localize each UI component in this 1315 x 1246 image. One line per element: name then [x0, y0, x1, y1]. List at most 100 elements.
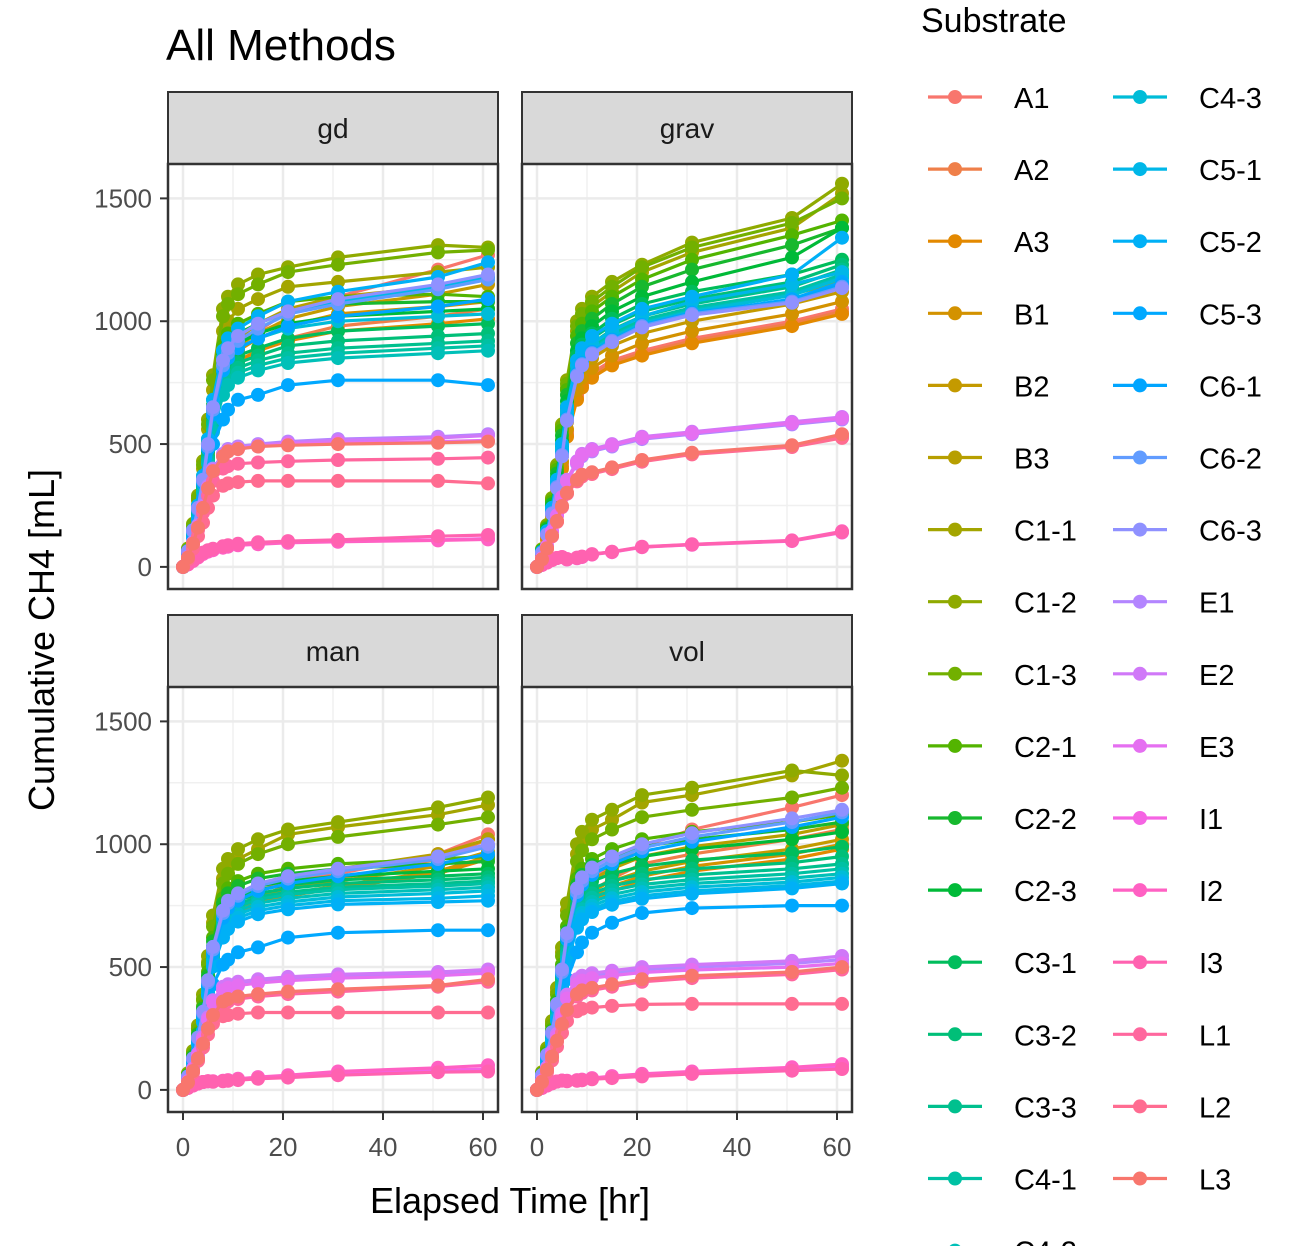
- panel-border: [520, 162, 854, 591]
- legend-label: C2-2: [1014, 804, 1077, 836]
- data-point: [835, 960, 849, 975]
- data-point: [560, 485, 574, 500]
- data-point: [251, 847, 265, 862]
- data-point: [231, 856, 245, 871]
- data-point: [835, 839, 849, 854]
- data-point: [481, 837, 495, 852]
- data-point: [251, 387, 265, 402]
- legend-item: C1-2: [928, 588, 1077, 620]
- data-point: [481, 306, 495, 321]
- data-point: [481, 434, 495, 449]
- legend-item: L3: [1113, 1165, 1231, 1197]
- legend-swatch-point: [1133, 738, 1147, 753]
- data-point: [685, 336, 699, 351]
- data-point: [575, 912, 589, 927]
- legend-label: A2: [1014, 155, 1049, 187]
- legend-label: C6-2: [1199, 444, 1262, 476]
- data-point: [331, 971, 345, 986]
- data-point: [685, 308, 699, 323]
- legend-item: A3: [928, 227, 1049, 259]
- data-point: [785, 250, 799, 265]
- data-point: [431, 968, 445, 983]
- legend-label: L2: [1199, 1092, 1231, 1124]
- legend-item: C1-1: [928, 516, 1077, 548]
- data-point: [481, 810, 495, 825]
- data-point: [575, 935, 589, 950]
- data-point: [585, 905, 599, 919]
- legend-swatch-point: [948, 450, 962, 465]
- legend-item: C3-1: [928, 948, 1077, 980]
- data-point: [585, 547, 599, 562]
- data-point: [431, 978, 445, 993]
- legend-swatch-point: [948, 1171, 962, 1186]
- data-point: [431, 1065, 445, 1080]
- data-point: [216, 309, 230, 324]
- data-point: [575, 870, 589, 885]
- data-point: [281, 837, 295, 852]
- data-point: [481, 923, 495, 938]
- data-point: [481, 316, 495, 331]
- data-point: [206, 1074, 220, 1089]
- legend-item: C6-2: [1113, 444, 1262, 476]
- data-point: [431, 817, 445, 832]
- data-point: [585, 294, 599, 309]
- data-point: [481, 343, 495, 358]
- facet-label: man: [306, 636, 360, 667]
- facet-label: vol: [669, 636, 705, 667]
- data-point: [221, 922, 235, 936]
- data-point: [221, 378, 235, 393]
- data-point: [431, 1005, 445, 1020]
- data-point: [785, 295, 799, 310]
- legend-item: C2-1: [928, 732, 1077, 764]
- data-point: [331, 257, 345, 272]
- data-point: [191, 1051, 205, 1066]
- data-point: [231, 536, 245, 551]
- data-point: [216, 353, 230, 368]
- data-point: [251, 455, 265, 470]
- data-point: [281, 279, 295, 294]
- data-point: [331, 351, 345, 366]
- legend-label: E3: [1199, 732, 1234, 764]
- series-L3: [176, 434, 495, 574]
- legend-item: E3: [1113, 732, 1234, 764]
- data-point: [431, 451, 445, 466]
- data-point: [201, 1021, 215, 1036]
- data-point: [281, 930, 295, 945]
- data-point: [231, 914, 245, 929]
- data-point: [251, 363, 265, 378]
- data-point: [685, 1066, 699, 1081]
- data-point: [605, 998, 619, 1013]
- data-point: [251, 535, 265, 550]
- legend-swatch-point: [948, 90, 962, 104]
- data-point: [785, 832, 799, 847]
- data-point: [785, 881, 799, 896]
- panel-border: [166, 685, 500, 1114]
- data-point: [431, 373, 445, 388]
- data-point: [331, 925, 345, 940]
- data-point: [251, 1005, 265, 1020]
- series-L3: [176, 972, 495, 1097]
- legend-swatch-point: [1133, 955, 1147, 970]
- legend-label: A3: [1014, 227, 1049, 259]
- data-point: [231, 277, 245, 292]
- data-point: [785, 438, 799, 453]
- legend-swatch-point: [948, 955, 962, 970]
- panel-border: [166, 162, 500, 591]
- data-point: [685, 826, 699, 841]
- legend-label: E1: [1199, 588, 1234, 620]
- legend-item: C5-2: [1113, 227, 1262, 259]
- data-point: [281, 304, 295, 319]
- data-point: [635, 972, 649, 987]
- data-point: [585, 465, 599, 480]
- data-point: [431, 800, 445, 815]
- data-point: [605, 915, 619, 930]
- data-point: [635, 348, 649, 363]
- legend-item: C1-3: [928, 660, 1077, 692]
- legend-label: L1: [1199, 1020, 1231, 1052]
- data-point: [585, 971, 599, 986]
- panel-border: [520, 685, 854, 1114]
- data-point: [331, 897, 345, 912]
- data-point: [251, 907, 265, 922]
- data-point: [281, 1005, 295, 1020]
- data-point: [481, 1064, 495, 1079]
